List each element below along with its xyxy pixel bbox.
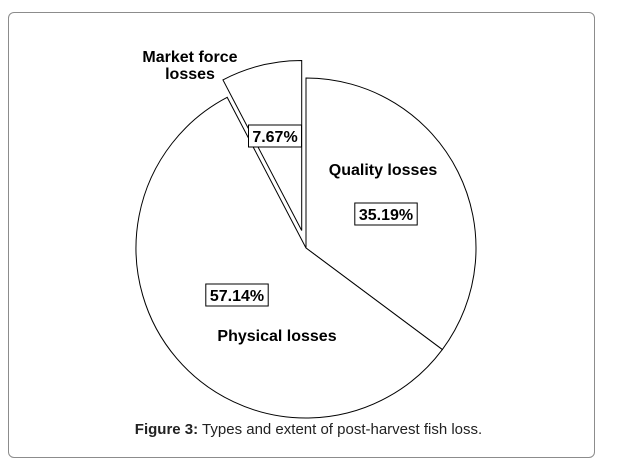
- caption-prefix: Figure 3:: [134, 421, 199, 438]
- pie-slices: [135, 60, 477, 419]
- pie-slice-physical: [135, 96, 444, 419]
- svg-text:35.19%: 35.19%: [359, 207, 413, 224]
- figure-caption: Figure 3: Types and extent of post-harve…: [0, 421, 617, 438]
- value-label-market: 7.67%: [248, 124, 302, 148]
- value-label-physical: 57.14%: [205, 283, 269, 307]
- svg-text:7.67%: 7.67%: [252, 129, 297, 146]
- slice-label-physical: Physical losses: [217, 328, 336, 345]
- pie-labels: Quality losses 35.19% Physical losses 57.14…: [142, 49, 437, 345]
- slice-label-quality: Quality losses: [329, 162, 438, 179]
- svg-text:57.14%: 57.14%: [210, 288, 264, 305]
- caption-text: Types and extent of post-harvest fish lo…: [202, 421, 483, 438]
- slice-label-market: Market force losses: [142, 49, 237, 83]
- value-label-quality: 35.19%: [354, 202, 418, 226]
